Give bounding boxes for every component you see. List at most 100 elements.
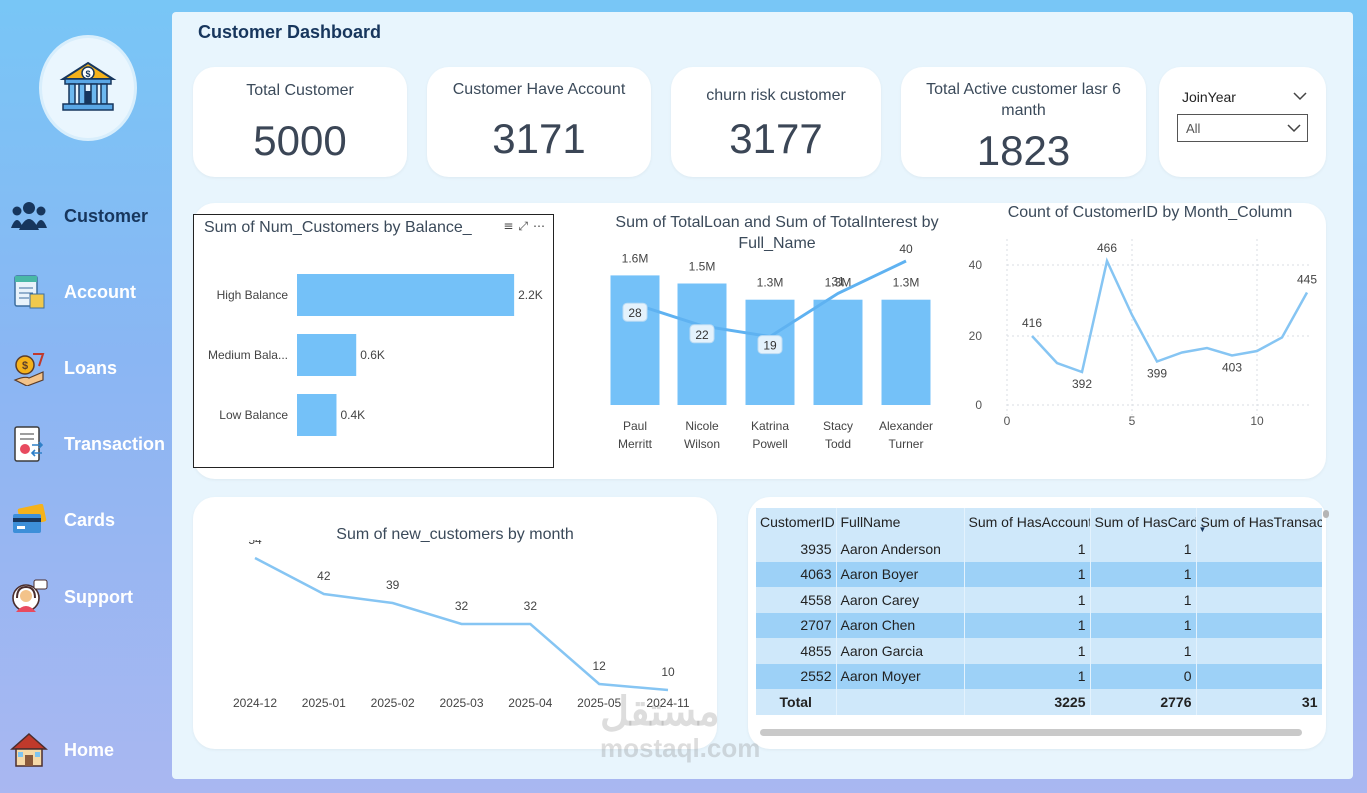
table-row[interactable]: 3935 Aaron Anderson 1 1 <box>756 536 1322 562</box>
focus-mode-icon[interactable]: ⤢ <box>518 219 528 233</box>
table-cell: Aaron Moyer <box>836 663 965 689</box>
series-line <box>254 556 669 692</box>
category-label: Katrina <box>751 419 789 433</box>
month-column-chart[interactable]: 40 20 0 0 5 10 416 392 466 399 403 445 <box>960 225 1320 465</box>
category-label: Turner <box>889 437 924 451</box>
column-header[interactable]: FullName <box>836 508 965 536</box>
column-header[interactable]: Sum of HasCard <box>1090 508 1197 536</box>
chevron-down-icon[interactable] <box>1293 91 1307 101</box>
point-label: 54 <box>248 540 262 547</box>
horizontal-scrollbar[interactable] <box>760 729 1302 736</box>
category-label: High Balance <box>217 288 289 302</box>
bar-label: 1.3M <box>757 276 784 290</box>
home-icon <box>10 731 48 769</box>
chart-title: Sum of new_customers by month <box>336 526 574 543</box>
point-label: 466 <box>1097 241 1117 255</box>
kpi-card-churn-risk: churn risk customer 3177 <box>671 67 881 177</box>
y-tick-label: 20 <box>969 329 983 343</box>
kpi-value: 1823 <box>976 127 1071 174</box>
x-tick-label: 2025-05 <box>577 696 621 710</box>
table-cell <box>1196 638 1322 664</box>
sidebar-item-label: Support <box>64 586 133 607</box>
slicer-label: JoinYear <box>1182 89 1236 105</box>
data-label: 2.2K <box>518 288 543 302</box>
line-label: 31 <box>831 274 845 288</box>
bar <box>610 275 660 405</box>
joinyear-dropdown[interactable]: All <box>1177 114 1308 142</box>
kpi-card-have-account: Customer Have Account 3171 <box>427 67 651 177</box>
line-label: 40 <box>899 242 913 256</box>
month-column-chart-title: Count of CustomerID by Month_Column <box>1007 204 1293 221</box>
line-label-box <box>689 324 715 344</box>
table-row[interactable]: 2552 Aaron Moyer 1 0 <box>756 663 1322 689</box>
sidebar-item-support[interactable]: Support <box>10 577 133 617</box>
total-cell: 3225 <box>964 689 1091 715</box>
table-cell <box>1196 612 1322 638</box>
table-cell: Aaron Chen <box>836 612 965 638</box>
table-row[interactable]: 4855 Aaron Garcia 1 1 <box>756 638 1322 664</box>
bar <box>297 274 515 316</box>
kpi-label: Customer Have Account <box>452 81 626 98</box>
sidebar-item-transaction[interactable]: Transaction <box>10 424 165 464</box>
transaction-icon <box>10 425 48 463</box>
bar <box>297 394 337 436</box>
total-cell: 31 <box>1196 689 1322 715</box>
vertical-scrollbar[interactable] <box>1323 510 1329 518</box>
line-label: 19 <box>763 339 777 353</box>
column-header[interactable]: Sum of HasAccount <box>964 508 1091 536</box>
more-options-icon[interactable]: ⋯ <box>533 219 545 233</box>
table-row[interactable]: 4558 Aaron Carey 1 1 <box>756 587 1322 613</box>
kpi-card-total-customer: Total Customer 5000 <box>193 67 407 177</box>
sidebar-item-home[interactable]: Home <box>10 730 114 770</box>
category-label: Low Balance <box>219 408 288 422</box>
point-label: 12 <box>592 659 606 673</box>
page-title: Customer Dashboard <box>198 22 382 42</box>
x-tick-label: 2025-02 <box>371 696 415 710</box>
loans-icon: $ <box>10 349 48 387</box>
new-customers-chart[interactable]: 54 2024-12 42 2025-01 39 2025-02 32 2025-03 32 20… <box>193 540 717 740</box>
sidebar-item-customer[interactable]: Customer <box>10 196 148 236</box>
table-cell <box>1196 663 1322 689</box>
kpi-label: Total Customer <box>246 82 354 99</box>
kpi-label: churn risk customer <box>706 87 846 104</box>
table-cell: 1 <box>1090 638 1197 664</box>
kpi-value: 5000 <box>253 117 347 164</box>
point-label: 32 <box>455 599 469 613</box>
support-icon <box>10 578 48 616</box>
bar-label: 1.5M <box>689 260 716 274</box>
line-label-box <box>622 302 648 322</box>
x-tick-label: 5 <box>1129 414 1136 428</box>
bar-label: 1.3M <box>825 276 852 290</box>
sidebar-item-account[interactable]: Account <box>10 272 136 312</box>
point-label: 39 <box>386 578 400 592</box>
table-cell: 1 <box>964 536 1091 562</box>
loan-interest-chart[interactable]: 1.6M Paul Merritt 1.5M Nicole Wilson 1.3M Katri… <box>590 200 970 460</box>
kpi-card-active-customers: Total Active customer lasr 6 manth 1823 <box>901 67 1146 177</box>
sidebar-item-label: Transaction <box>64 433 166 454</box>
bar <box>813 299 863 405</box>
table-cell: 1 <box>1090 612 1197 638</box>
svg-text:$: $ <box>85 69 90 79</box>
table-cell: Aaron Anderson <box>836 536 965 562</box>
column-header[interactable]: Sum of HasTransactio ▼ <box>1196 508 1322 536</box>
table-cell: 1 <box>964 663 1091 689</box>
table-total-row: Total 3225 2776 31 <box>756 689 1322 715</box>
data-label: 0.4K <box>340 408 365 422</box>
sidebar-item-cards[interactable]: Cards <box>10 500 115 540</box>
table-row[interactable]: 4063 Aaron Boyer 1 1 <box>756 561 1322 587</box>
filter-icon[interactable]: ≡ <box>503 219 514 233</box>
table-cell: 1 <box>964 561 1091 587</box>
table-cell: 2707 <box>756 612 837 638</box>
bank-logo: $ <box>39 35 137 141</box>
bank-icon: $ <box>59 61 117 111</box>
sidebar-item-loans[interactable]: $ Loans <box>10 348 117 388</box>
dropdown-value: All <box>1186 121 1201 136</box>
customer-table[interactable]: CustomerID FullName Sum of HasAccount Su… <box>756 508 1322 730</box>
table-cell: 1 <box>1090 587 1197 613</box>
cards-icon <box>10 501 48 539</box>
balance-chart[interactable]: Sum of Num_Customers by Balance_ ≡ ⤢ ⋯ H… <box>193 214 554 468</box>
column-header[interactable]: CustomerID <box>756 508 837 536</box>
point-label: 10 <box>661 665 675 679</box>
table-row[interactable]: 2707 Aaron Chen 1 1 <box>756 612 1322 638</box>
category-label: Wilson <box>684 437 720 451</box>
